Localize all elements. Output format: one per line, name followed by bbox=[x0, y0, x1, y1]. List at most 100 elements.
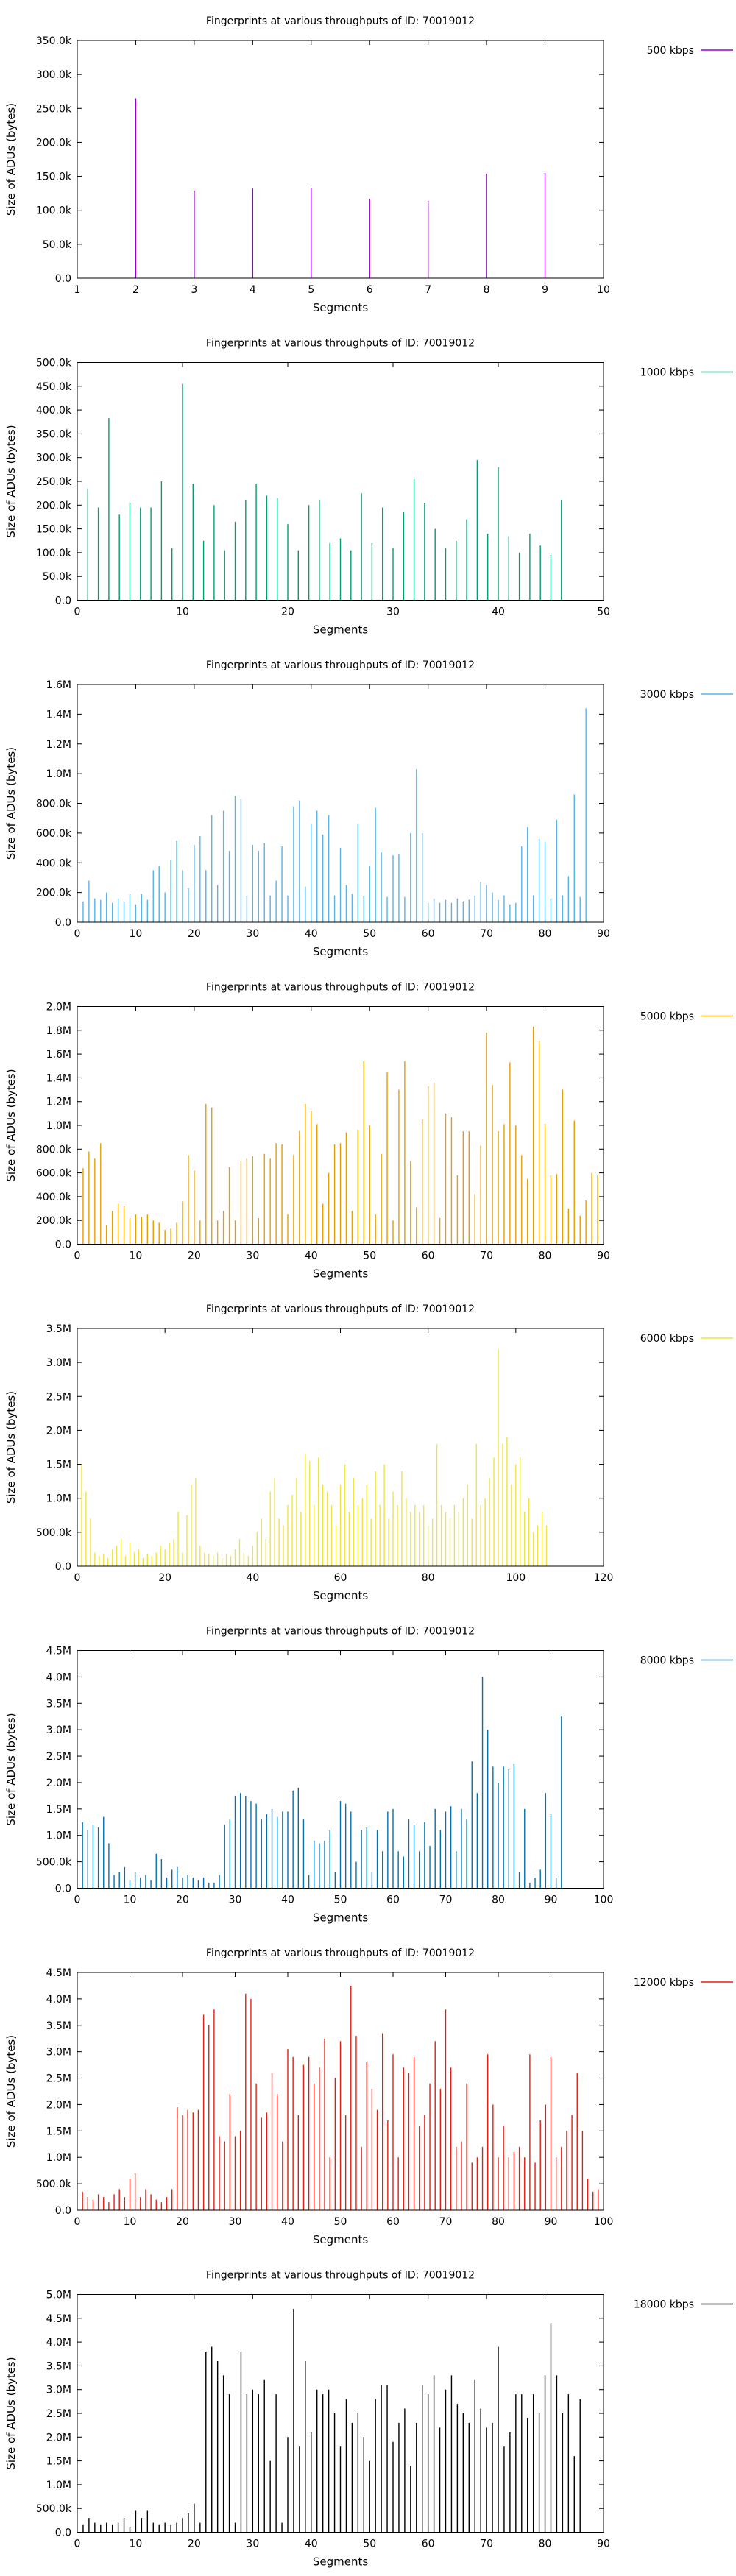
y-tick-label: 50.0k bbox=[43, 571, 72, 583]
x-tick-label: 80 bbox=[492, 2216, 505, 2228]
chart-title: Fingerprints at various throughputs of I… bbox=[206, 1626, 475, 1638]
y-tick-label: 2.5M bbox=[46, 2408, 71, 2420]
x-tick-label: 0 bbox=[74, 606, 81, 618]
chart-panel: Fingerprints at various throughputs of I… bbox=[4, 1626, 733, 1925]
y-tick-label: 1.2M bbox=[46, 739, 71, 751]
x-tick-label: 40 bbox=[281, 1894, 294, 1906]
x-tick-label: 40 bbox=[305, 2538, 318, 2550]
x-tick-label: 9 bbox=[542, 284, 548, 296]
y-tick-label: 4.5M bbox=[46, 1967, 71, 1979]
chart-title: Fingerprints at various throughputs of I… bbox=[206, 982, 475, 994]
x-axis-label: Segments bbox=[313, 2233, 369, 2246]
legend-label: 1000 kbps bbox=[640, 367, 694, 379]
y-tick-label: 50.0k bbox=[43, 239, 72, 251]
plot-frame bbox=[77, 684, 604, 923]
x-axis-label: Segments bbox=[313, 623, 369, 637]
x-tick-label: 90 bbox=[597, 928, 610, 940]
y-tick-label: 1.4M bbox=[46, 1072, 71, 1084]
x-axis-label: Segments bbox=[313, 1589, 369, 1602]
y-tick-label: 500.0k bbox=[36, 358, 72, 369]
x-tick-label: 10 bbox=[597, 284, 610, 296]
x-tick-label: 0 bbox=[74, 1250, 81, 1262]
y-tick-label: 2.0M bbox=[46, 1425, 71, 1437]
y-axis-label: Size of ADUs (bytes) bbox=[4, 425, 18, 537]
x-tick-label: 0 bbox=[74, 928, 81, 940]
x-tick-label: 30 bbox=[246, 1250, 259, 1262]
legend-label: 8000 kbps bbox=[640, 1655, 694, 1667]
x-tick-label: 80 bbox=[539, 928, 552, 940]
legend-label: 3000 kbps bbox=[640, 689, 694, 701]
y-tick-label: 0.0 bbox=[55, 2205, 71, 2217]
x-tick-label: 10 bbox=[124, 2216, 137, 2228]
x-tick-label: 40 bbox=[246, 1572, 259, 1584]
y-tick-label: 1.4M bbox=[46, 709, 71, 721]
y-tick-label: 5.0M bbox=[46, 2290, 71, 2301]
y-axis-label: Size of ADUs (bytes) bbox=[4, 2357, 18, 2469]
y-tick-label: 3.5M bbox=[46, 1698, 71, 1710]
y-tick-label: 200.0k bbox=[36, 137, 72, 149]
legend-label: 500 kbps bbox=[647, 45, 694, 57]
y-tick-label: 3.0M bbox=[46, 1357, 71, 1369]
y-tick-label: 200.0k bbox=[36, 888, 72, 899]
y-tick-label: 1.6M bbox=[46, 679, 71, 691]
y-tick-label: 600.0k bbox=[36, 1168, 72, 1180]
x-tick-label: 60 bbox=[422, 928, 435, 940]
x-tick-label: 10 bbox=[124, 1894, 137, 1906]
chart-panel: Fingerprints at various throughputs of I… bbox=[4, 659, 733, 958]
y-tick-label: 3.5M bbox=[46, 1323, 71, 1335]
chart-title: Fingerprints at various throughputs of I… bbox=[206, 15, 475, 27]
x-tick-label: 80 bbox=[539, 2538, 552, 2550]
y-tick-label: 0.0 bbox=[55, 1561, 71, 1573]
y-tick-label: 450.0k bbox=[36, 381, 72, 393]
x-axis-label: Segments bbox=[313, 2555, 369, 2569]
x-tick-label: 80 bbox=[422, 1572, 435, 1584]
chart-panel: Fingerprints at various throughputs of I… bbox=[4, 15, 733, 314]
y-axis-label: Size of ADUs (bytes) bbox=[4, 1069, 18, 1181]
y-tick-label: 600.0k bbox=[36, 828, 72, 840]
y-tick-label: 150.0k bbox=[36, 171, 72, 183]
y-tick-label: 500.0k bbox=[36, 2179, 72, 2190]
x-tick-label: 30 bbox=[246, 928, 259, 940]
y-tick-label: 100.0k bbox=[36, 205, 72, 217]
x-tick-label: 90 bbox=[597, 2538, 610, 2550]
y-axis-label: Size of ADUs (bytes) bbox=[4, 1713, 18, 1825]
x-axis-label: Segments bbox=[313, 1911, 369, 1925]
y-tick-label: 1.5M bbox=[46, 1459, 71, 1471]
x-tick-label: 90 bbox=[597, 1250, 610, 1262]
x-tick-label: 80 bbox=[539, 1250, 552, 1262]
y-tick-label: 0.0 bbox=[55, 273, 71, 285]
chart-title: Fingerprints at various throughputs of I… bbox=[206, 1947, 475, 1959]
y-tick-label: 0.0 bbox=[55, 1239, 71, 1251]
x-tick-label: 20 bbox=[188, 2538, 201, 2550]
x-axis-label: Segments bbox=[313, 301, 369, 314]
x-tick-label: 60 bbox=[334, 1572, 347, 1584]
chart-panel: Fingerprints at various throughputs of I… bbox=[4, 982, 733, 1281]
plot-frame bbox=[77, 1972, 604, 2211]
x-tick-label: 10 bbox=[130, 1250, 143, 1262]
y-tick-label: 1.0M bbox=[46, 1830, 71, 1842]
x-axis-label: Segments bbox=[313, 1267, 369, 1281]
x-tick-label: 70 bbox=[439, 2216, 453, 2228]
x-tick-label: 3 bbox=[191, 284, 197, 296]
x-tick-label: 50 bbox=[334, 2216, 347, 2228]
x-tick-label: 20 bbox=[188, 928, 201, 940]
x-tick-label: 90 bbox=[545, 2216, 558, 2228]
x-tick-label: 2 bbox=[132, 284, 139, 296]
y-axis-label: Size of ADUs (bytes) bbox=[4, 1391, 18, 1504]
y-tick-label: 300.0k bbox=[36, 453, 72, 464]
y-tick-label: 500.0k bbox=[36, 1857, 72, 1869]
y-tick-label: 3.5M bbox=[46, 2360, 71, 2372]
x-tick-label: 120 bbox=[594, 1572, 614, 1584]
x-tick-label: 40 bbox=[281, 2216, 294, 2228]
x-tick-label: 60 bbox=[386, 1894, 400, 1906]
y-tick-label: 2.5M bbox=[46, 1391, 71, 1403]
y-tick-label: 500.0k bbox=[36, 2503, 72, 2515]
y-tick-label: 4.5M bbox=[46, 2313, 71, 2325]
y-tick-label: 350.0k bbox=[36, 35, 72, 47]
y-tick-label: 1.5M bbox=[46, 2126, 71, 2137]
y-tick-label: 0.0 bbox=[55, 595, 71, 607]
y-tick-label: 0.0 bbox=[55, 917, 71, 929]
plot-frame bbox=[77, 2294, 604, 2533]
y-tick-label: 400.0k bbox=[36, 405, 72, 417]
x-tick-label: 80 bbox=[492, 1894, 505, 1906]
